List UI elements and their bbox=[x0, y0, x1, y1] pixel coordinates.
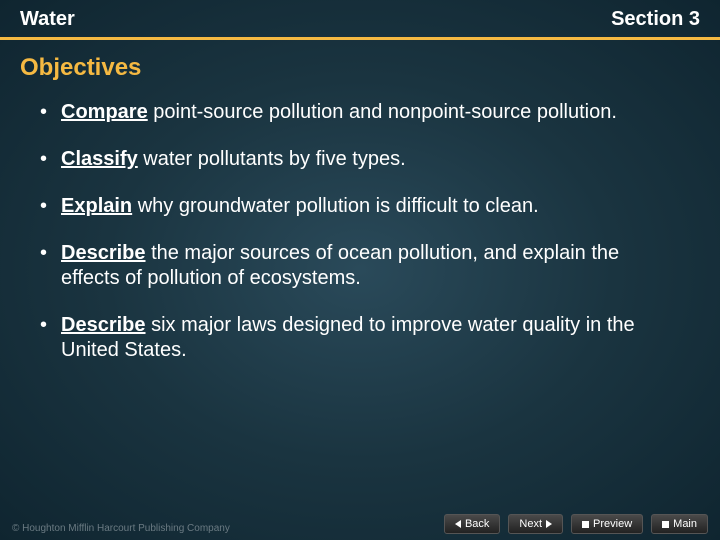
square-icon bbox=[582, 521, 589, 528]
bullet-item: • Describe the major sources of ocean po… bbox=[40, 241, 680, 291]
bullet-keyword: Compare bbox=[61, 101, 148, 123]
preview-button[interactable]: Preview bbox=[571, 514, 643, 534]
bullet-item: • Describe six major laws designed to im… bbox=[40, 313, 680, 363]
bullet-text: Compare point-source pollution and nonpo… bbox=[61, 100, 617, 125]
next-button[interactable]: Next bbox=[508, 514, 563, 534]
arrow-right-icon bbox=[546, 520, 552, 528]
header-topic: Water bbox=[20, 8, 75, 31]
slide-title: Objectives bbox=[20, 54, 700, 82]
main-label: Main bbox=[673, 518, 697, 530]
bullet-item: • Explain why groundwater pollution is d… bbox=[40, 194, 680, 219]
nav-bar: Back Next Preview Main bbox=[444, 514, 708, 534]
bullet-keyword: Classify bbox=[61, 148, 138, 170]
bullet-rest: point-source pollution and nonpoint-sour… bbox=[148, 101, 617, 123]
bullet-item: • Compare point-source pollution and non… bbox=[40, 100, 680, 125]
copyright-text: © Houghton Mifflin Harcourt Publishing C… bbox=[12, 523, 230, 534]
bullet-rest: water pollutants by five types. bbox=[138, 148, 406, 170]
bullet-rest: the major sources of ocean pollution, an… bbox=[61, 242, 619, 289]
bullet-rest: why groundwater pollution is difficult t… bbox=[132, 195, 539, 217]
title-row: Objectives bbox=[0, 40, 720, 90]
back-button[interactable]: Back bbox=[444, 514, 500, 534]
bullet-rest: six major laws designed to improve water… bbox=[61, 314, 635, 361]
next-label: Next bbox=[519, 518, 542, 530]
content-area: • Compare point-source pollution and non… bbox=[0, 90, 720, 363]
bullet-item: • Classify water pollutants by five type… bbox=[40, 147, 680, 172]
header-bar: Water Section 3 bbox=[0, 0, 720, 40]
bullet-dot-icon: • bbox=[40, 313, 47, 363]
header-section: Section 3 bbox=[611, 8, 700, 31]
preview-label: Preview bbox=[593, 518, 632, 530]
main-button[interactable]: Main bbox=[651, 514, 708, 534]
back-label: Back bbox=[465, 518, 489, 530]
bullet-dot-icon: • bbox=[40, 241, 47, 291]
bullet-dot-icon: • bbox=[40, 147, 47, 172]
square-icon bbox=[662, 521, 669, 528]
bullet-dot-icon: • bbox=[40, 100, 47, 125]
bullet-dot-icon: • bbox=[40, 194, 47, 219]
bullet-keyword: Describe bbox=[61, 242, 146, 264]
bullet-text: Classify water pollutants by five types. bbox=[61, 147, 406, 172]
bullet-text: Describe the major sources of ocean poll… bbox=[61, 241, 680, 291]
bullet-text: Describe six major laws designed to impr… bbox=[61, 313, 680, 363]
bullet-text: Explain why groundwater pollution is dif… bbox=[61, 194, 539, 219]
arrow-left-icon bbox=[455, 520, 461, 528]
bullet-keyword: Explain bbox=[61, 195, 132, 217]
bullet-keyword: Describe bbox=[61, 314, 146, 336]
